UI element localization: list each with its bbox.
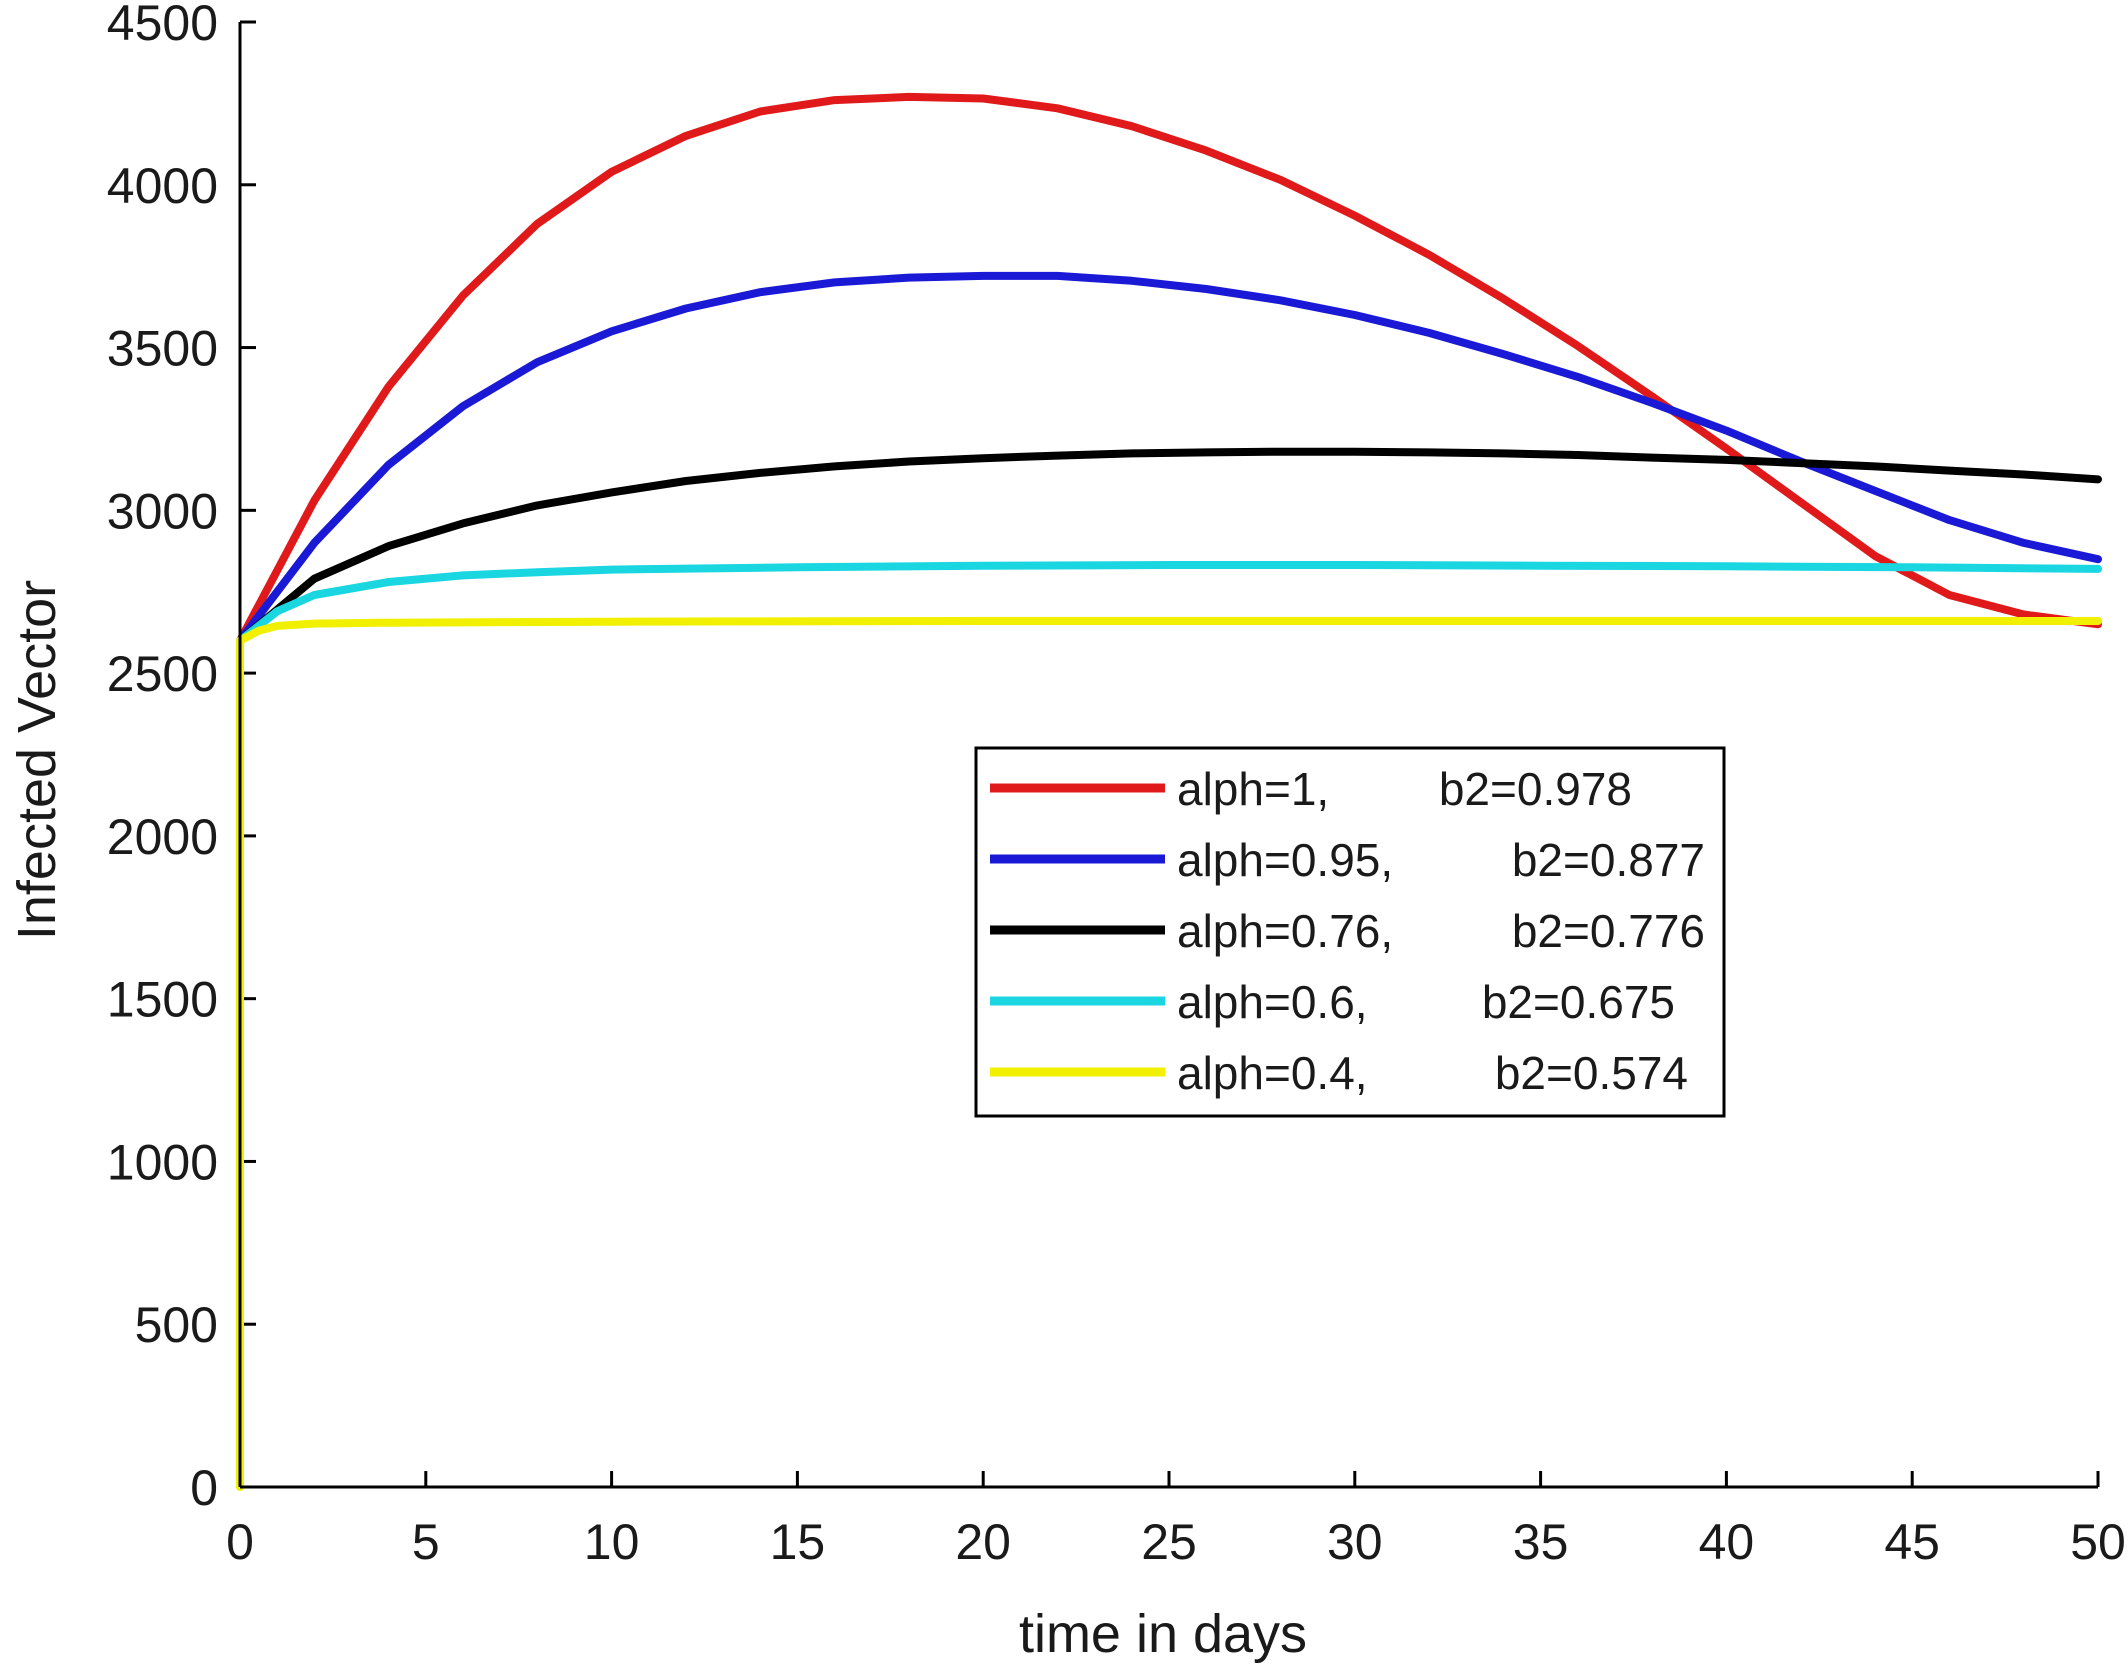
series-lines <box>236 92 2102 1491</box>
x-axis-ticks: 0 5 10 15 20 25 30 35 40 45 50 <box>226 1471 2126 1570</box>
x-tick-label: 20 <box>955 1514 1011 1570</box>
x-tick-label: 0 <box>226 1514 254 1570</box>
x-axis-label: time in days <box>1019 1604 1307 1664</box>
x-tick-label: 30 <box>1327 1514 1383 1570</box>
legend-label-alpha: alph=0.4, <box>1177 1047 1368 1099</box>
y-tick-label: 2500 <box>107 646 218 702</box>
y-tick-label: 3500 <box>107 321 218 377</box>
legend-label-alpha: alph=0.95, <box>1177 834 1393 886</box>
y-axis-label: Infected Vector <box>7 580 67 940</box>
legend-label-alpha: alph=0.6, <box>1177 976 1368 1028</box>
y-tick-label: 1000 <box>107 1134 218 1190</box>
y-tick-label: 4500 <box>107 0 218 51</box>
y-tick-label: 2000 <box>107 809 218 865</box>
series-line-2 <box>236 271 2102 645</box>
y-axis-ticks: 0 500 1000 1500 2000 2500 3000 3500 4000 4500 <box>107 0 256 1516</box>
legend-label-alpha: alph=0.76, <box>1177 905 1393 957</box>
y-tick-label: 4000 <box>107 158 218 214</box>
x-tick-label: 15 <box>770 1514 826 1570</box>
series-line-3 <box>236 447 2102 645</box>
y-tick-label: 3000 <box>107 483 218 539</box>
x-tick-label: 5 <box>412 1514 440 1570</box>
x-tick-label: 25 <box>1141 1514 1197 1570</box>
series-line-1 <box>236 92 2102 645</box>
y-tick-label: 1500 <box>107 972 218 1028</box>
series-line-5 <box>236 617 2102 1491</box>
legend-label-b2: b2=0.877 <box>1512 834 1705 886</box>
y-tick-label: 0 <box>190 1460 218 1516</box>
legend-label-b2: b2=0.675 <box>1482 976 1675 1028</box>
x-tick-label: 45 <box>1884 1514 1940 1570</box>
x-tick-label: 35 <box>1513 1514 1569 1570</box>
legend: alph=1, b2=0.978 alph=0.95, b2=0.877 alph=0.… <box>974 746 1726 1118</box>
legend-label-b2: b2=0.776 <box>1512 905 1705 957</box>
y-tick-label: 500 <box>135 1297 218 1353</box>
legend-label-b2: b2=0.574 <box>1495 1047 1688 1099</box>
x-tick-label: 40 <box>1699 1514 1755 1570</box>
legend-label-b2: b2=0.978 <box>1439 763 1632 815</box>
axes <box>238 22 2098 1489</box>
series-line-4 <box>236 561 2102 645</box>
legend-label-alpha: alph=1, <box>1177 763 1329 815</box>
x-tick-label: 50 <box>2070 1514 2126 1570</box>
x-tick-label: 10 <box>584 1514 640 1570</box>
